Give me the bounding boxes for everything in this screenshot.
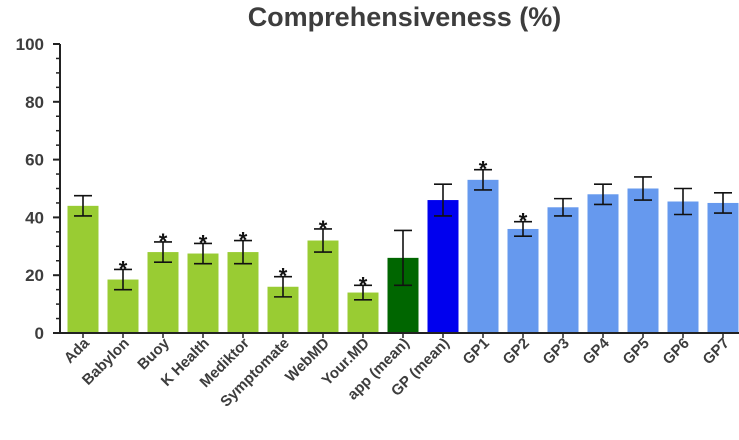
significance-marker: *	[479, 157, 488, 182]
y-tick-label: 60	[25, 151, 44, 170]
bar-gp7	[707, 202, 739, 333]
y-tick-label: 40	[25, 208, 44, 227]
bar-mediktor	[227, 252, 259, 333]
y-tick-label: 100	[16, 35, 44, 54]
bar-gp1	[467, 179, 499, 333]
significance-marker: *	[359, 272, 368, 297]
significance-marker: *	[519, 209, 528, 234]
significance-marker: *	[319, 216, 328, 241]
x-tick-label: GP7	[700, 335, 733, 368]
x-tick-label: GP5	[620, 335, 653, 368]
bar-gp3	[547, 207, 579, 333]
y-tick-label: 20	[25, 266, 44, 285]
x-tick-label: GP4	[580, 334, 614, 368]
significance-marker: *	[239, 228, 248, 253]
bar-buoy	[147, 252, 179, 333]
significance-marker: *	[199, 230, 208, 255]
x-tick-label: GP1	[460, 335, 493, 368]
x-tick-label: GP3	[540, 335, 573, 368]
bar-gp-mean	[427, 200, 459, 333]
bar-gp4	[587, 194, 619, 333]
y-tick-label: 0	[35, 324, 44, 343]
chart-title: Comprehensiveness (%)	[247, 2, 562, 32]
bar-gp6	[667, 201, 699, 333]
x-tick-label: Ada	[61, 334, 94, 367]
significance-marker: *	[279, 264, 288, 289]
y-tick-label: 80	[25, 93, 44, 112]
y-axis: 0 20 40 60 80 100	[16, 35, 61, 343]
bar-gp2	[507, 228, 539, 333]
bar-webmd	[307, 240, 339, 333]
bars-layer: * * * * * * * * *	[67, 157, 739, 333]
bar-gp5	[627, 188, 659, 333]
bar-ada	[67, 205, 99, 333]
x-tick-label: GP6	[660, 335, 693, 368]
bar-k-health	[187, 253, 219, 333]
significance-marker: *	[119, 256, 128, 281]
x-tick-label: GP2	[500, 335, 533, 368]
significance-marker: *	[159, 229, 168, 254]
